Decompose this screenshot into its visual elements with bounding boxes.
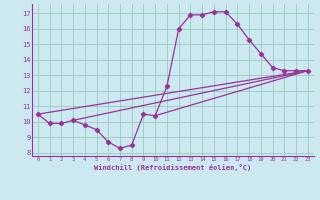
X-axis label: Windchill (Refroidissement éolien,°C): Windchill (Refroidissement éolien,°C) [94, 164, 252, 171]
